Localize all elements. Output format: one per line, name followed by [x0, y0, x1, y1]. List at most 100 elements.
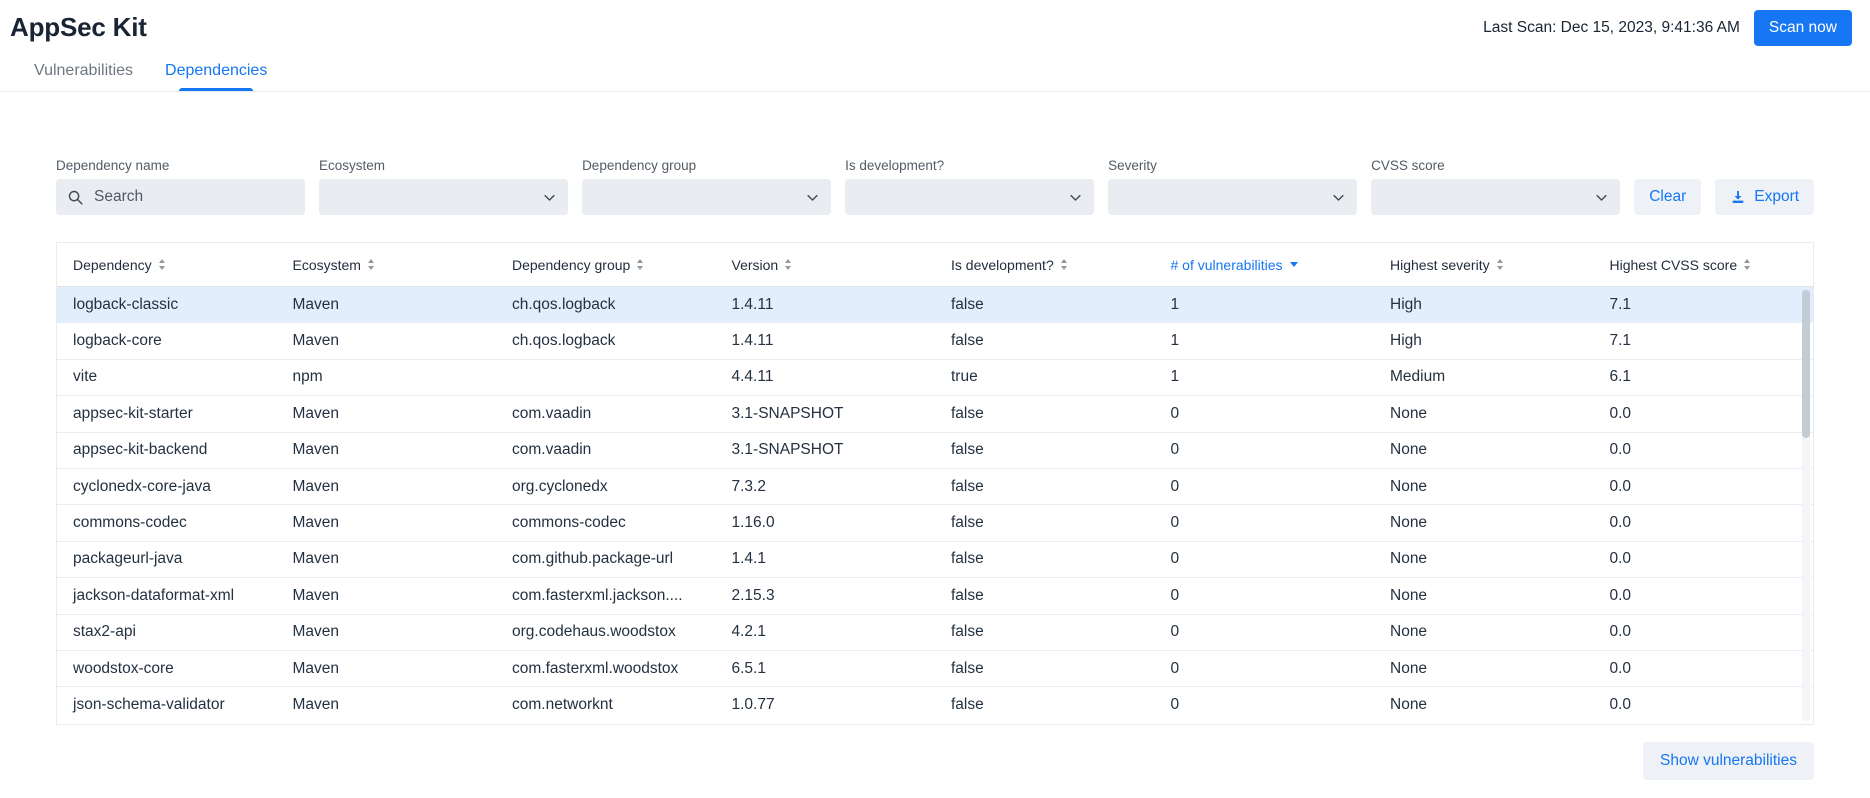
cell-highest-severity: None [1390, 696, 1428, 714]
cell-dependency-group [496, 360, 716, 395]
severity-select[interactable] [1108, 179, 1358, 215]
scrollbar-thumb[interactable] [1802, 290, 1810, 438]
cell-is-development: false [951, 550, 984, 568]
cell-num-vulnerabilities: 0 [1170, 514, 1180, 532]
table-scrollbar[interactable] [1802, 290, 1810, 721]
table-row[interactable]: stax2-api Maven org.codehaus.woodstox 4.2.1… [57, 614, 1813, 651]
table-row[interactable]: woodstox-core Maven com.fasterxml.woodstox… [57, 650, 1813, 688]
cell-ecosystem: Maven [292, 514, 340, 532]
column-header-is-development[interactable]: Is development? [935, 243, 1155, 286]
cell-dependency-group: org.cyclonedx [512, 477, 608, 495]
cell-num-vulnerabilities: 0 [1170, 696, 1180, 714]
cell-dependency: stax2-api [73, 623, 136, 641]
cell-ecosystem: Maven [292, 659, 340, 677]
column-header-ecosystem[interactable]: Ecosystem [277, 243, 497, 286]
table-row[interactable]: logback-core Maven ch.qos.logback 1.4.11 fal… [57, 323, 1813, 360]
ecosystem-select[interactable] [319, 179, 569, 215]
cell-is-development: false [951, 404, 984, 422]
download-icon [1730, 189, 1746, 205]
cell-highest-severity: None [1390, 586, 1428, 604]
cell-version: 1.4.1 [731, 550, 766, 568]
cell-num-vulnerabilities: 0 [1170, 477, 1180, 495]
cell-dependency: logback-classic [73, 295, 179, 313]
severity-filter: Severity [1108, 158, 1358, 215]
cell-num-vulnerabilities: 1 [1170, 368, 1180, 386]
cell-ecosystem: Maven [292, 586, 340, 604]
cell-highest-cvss: 7.1 [1609, 332, 1632, 350]
last-scan-timestamp: Last Scan: Dec 15, 2023, 9:41:36 AM [1483, 18, 1740, 36]
column-header-version[interactable]: Version [716, 243, 936, 286]
cell-version: 1.16.0 [731, 514, 775, 532]
column-header-label: Highest severity [1390, 256, 1490, 273]
cell-highest-severity: None [1390, 441, 1428, 459]
filter-label: Severity [1108, 158, 1157, 173]
filter-label: Ecosystem [319, 158, 386, 173]
clear-button[interactable]: Clear [1634, 179, 1702, 215]
show-vulnerabilities-button[interactable]: Show vulnerabilities [1643, 741, 1814, 780]
cell-highest-severity: None [1390, 550, 1428, 568]
column-header-dependency-group[interactable]: Dependency group [496, 243, 716, 286]
cell-highest-cvss: 0.0 [1609, 659, 1632, 677]
table-row[interactable]: cyclonedx-core-java Maven org.cyclonedx 7.3… [57, 468, 1813, 506]
cell-ecosystem: Maven [292, 332, 340, 350]
search-input[interactable] [92, 187, 295, 207]
tab-bar: Vulnerabilities Dependencies [0, 50, 1870, 92]
dependency-group-select[interactable] [582, 179, 832, 215]
footer-actions: Show vulnerabilities [0, 725, 1870, 780]
cell-highest-cvss: 0.0 [1609, 586, 1632, 604]
column-header-dependency[interactable]: Dependency [57, 243, 277, 286]
table-row[interactable]: appsec-kit-backend Maven com.vaadin 3.1-SNA… [57, 432, 1813, 469]
column-header-highest-cvss-score[interactable]: Highest CVSS score [1594, 243, 1814, 286]
cell-dependency: commons-codec [73, 514, 187, 532]
cell-highest-severity: None [1390, 514, 1428, 532]
cell-num-vulnerabilities: 0 [1170, 550, 1180, 568]
column-header-highest-severity[interactable]: Highest severity [1374, 243, 1594, 286]
table-row[interactable]: commons-codec Maven commons-codec 1.16.0 fal… [57, 505, 1813, 542]
export-button[interactable]: Export [1715, 179, 1815, 215]
cell-highest-severity: None [1390, 659, 1428, 677]
cell-version: 2.15.3 [731, 586, 775, 604]
filter-label: Dependency group [582, 158, 697, 173]
tab-vulnerabilities[interactable]: Vulnerabilities [34, 61, 134, 79]
chevron-down-icon [542, 190, 557, 205]
column-header-label: Is development? [951, 256, 1054, 273]
cell-version: 1.4.11 [731, 295, 774, 313]
table-row[interactable]: json-schema-validator Maven com.networknt 1… [57, 687, 1813, 724]
cell-num-vulnerabilities: 1 [1170, 295, 1180, 313]
cell-dependency-group: com.fasterxml.woodstox [512, 659, 679, 677]
page-title: AppSec Kit [10, 12, 147, 42]
scan-now-button[interactable]: Scan now [1753, 9, 1852, 46]
cell-ecosystem: Maven [292, 477, 340, 495]
cvss-score-select[interactable] [1371, 179, 1621, 215]
filter-label: Is development? [845, 158, 945, 173]
cell-dependency-group: commons-codec [512, 514, 626, 532]
table-row[interactable]: appsec-kit-starter Maven com.vaadin 3.1-SNA… [57, 396, 1813, 433]
table-row[interactable]: jackson-dataformat-xml Maven com.fasterxml… [57, 578, 1813, 615]
filter-bar: Dependency name Ecosystem Dependency grou… [56, 158, 1815, 215]
cell-version: 3.1-SNAPSHOT [731, 404, 844, 422]
table-row[interactable]: logback-classic Maven ch.qos.logback 1.4.11… [57, 287, 1813, 324]
cell-is-development: false [951, 659, 984, 677]
table-row[interactable]: packageurl-java Maven com.github.package-u… [57, 541, 1813, 579]
cell-dependency-group: org.codehaus.woodstox [512, 623, 676, 641]
cell-num-vulnerabilities: 0 [1170, 586, 1180, 604]
cell-is-development: false [951, 477, 984, 495]
is-development-select[interactable] [845, 179, 1095, 215]
cell-highest-cvss: 0.0 [1609, 477, 1632, 495]
column-header-label: Ecosystem [292, 256, 361, 273]
cell-dependency: appsec-kit-backend [73, 441, 208, 459]
cell-ecosystem: Maven [292, 295, 340, 313]
column-header-of-vulnerabilities[interactable]: # of vulnerabilities [1155, 243, 1375, 286]
cell-ecosystem: npm [292, 368, 323, 386]
search-field[interactable] [56, 179, 306, 215]
cell-highest-severity: Medium [1390, 368, 1446, 386]
cell-highest-severity: None [1390, 623, 1428, 641]
cell-dependency: packageurl-java [73, 550, 183, 568]
cell-is-development: false [951, 623, 984, 641]
tab-dependencies[interactable]: Dependencies [163, 50, 269, 91]
table-row[interactable]: vite npm 4.4.11 true 1 Medium 6.1 [57, 359, 1813, 397]
filter-label: Dependency name [56, 158, 170, 173]
cell-highest-severity: High [1390, 295, 1422, 313]
search-icon [67, 189, 84, 206]
cell-highest-cvss: 0.0 [1609, 404, 1632, 422]
